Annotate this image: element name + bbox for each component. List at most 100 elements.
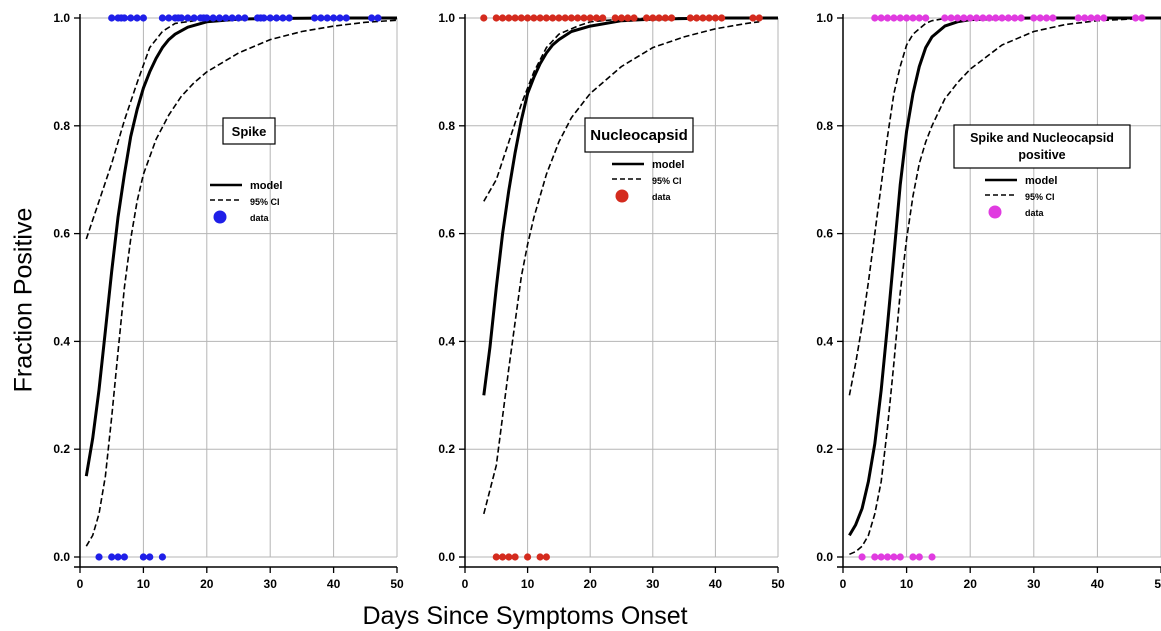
data-point-positive — [890, 14, 898, 22]
y-tick-label: 1.0 — [53, 11, 70, 25]
data-point-negative — [909, 553, 917, 561]
x-tick-label: 0 — [77, 577, 84, 591]
x-tick-label: 50 — [1154, 577, 1161, 591]
y-tick-label: 0.4 — [816, 334, 833, 348]
data-point-positive — [896, 14, 904, 22]
data-point-positive — [686, 14, 694, 22]
data-point-positive — [1093, 14, 1101, 22]
chart-panel-1: 0 10 20 30 40 50 0.0 0.2 0.4 0.6 0.8 1.0 Spike model 9… — [53, 11, 404, 591]
data-point-positive — [561, 14, 569, 22]
y-tick-label: 0.4 — [438, 334, 455, 348]
data-point-positive — [120, 14, 128, 22]
data-point-positive — [266, 14, 274, 22]
data-point-positive — [871, 14, 879, 22]
y-tick-label: 0.8 — [438, 119, 455, 133]
data-point-positive — [549, 14, 557, 22]
x-tick-label: 50 — [390, 577, 404, 591]
model-curve — [848, 16, 1161, 537]
legend-model-label: model — [1025, 175, 1057, 187]
data-point-positive — [655, 14, 663, 22]
data-point-positive — [649, 14, 657, 22]
data-point-positive — [317, 14, 325, 22]
data-point-positive — [133, 14, 141, 22]
y-tick-label: 0.0 — [438, 550, 455, 564]
data-point-negative — [492, 553, 500, 561]
data-point-negative — [871, 553, 879, 561]
y-axis-title: Fraction Positive — [9, 207, 38, 393]
data-point-positive — [1011, 14, 1019, 22]
data-point-positive — [330, 14, 338, 22]
data-point-positive — [165, 14, 173, 22]
data-point-positive — [755, 14, 763, 22]
legend-ci-label: 95% CI — [652, 176, 682, 186]
data-point-positive — [177, 14, 186, 22]
data-point-positive — [718, 14, 726, 22]
data-point-positive — [586, 14, 594, 22]
data-point-positive — [279, 14, 287, 22]
data-point-positive — [1100, 14, 1108, 22]
data-point-positive — [749, 14, 757, 22]
legend-model-label: model — [250, 180, 282, 192]
panel-title: Nucleocapsid — [590, 127, 688, 144]
data-point-positive — [960, 14, 968, 22]
data-point-positive — [877, 14, 885, 22]
data-point-positive — [941, 14, 949, 22]
model-curve — [84, 16, 397, 477]
panel-title-box — [584, 117, 694, 153]
data-point-positive — [498, 14, 507, 22]
data-point-positive — [642, 14, 651, 22]
legend-data-swatch — [615, 189, 629, 203]
data-point-positive — [915, 14, 923, 22]
data-point-positive — [480, 14, 488, 22]
data-point-positive — [1081, 14, 1089, 22]
chart-panel-3: 0 10 20 30 40 50 0.0 0.2 0.4 0.6 0.8 1.0 Spike and N… — [816, 11, 1161, 591]
data-point-positive — [979, 14, 987, 22]
data-point-negative — [146, 553, 154, 561]
x-tick-label: 30 — [1027, 577, 1041, 591]
x-tick-label: 10 — [137, 577, 151, 591]
data-point-negative — [877, 553, 885, 561]
legend-data-label: data — [1025, 208, 1045, 218]
panel-title-box — [953, 124, 1131, 169]
x-tick-label: 10 — [900, 577, 914, 591]
ci-lower-curve — [85, 19, 398, 547]
data-point-positive — [699, 14, 707, 22]
data-point-positive — [1138, 14, 1146, 22]
data-point-positive — [1036, 14, 1044, 22]
data-point-negative — [505, 553, 513, 561]
data-point-negative — [120, 553, 128, 561]
data-point-negative — [95, 553, 103, 561]
data-point-positive — [184, 14, 192, 22]
x-tick-label: 20 — [964, 577, 978, 591]
y-tick-label: 0.4 — [53, 334, 70, 348]
data-point-positive — [310, 14, 319, 22]
data-point-positive — [511, 14, 519, 22]
data-point-positive — [234, 14, 243, 22]
data-point-positive — [127, 14, 135, 22]
data-point-negative — [896, 553, 904, 561]
chart-panel-2: 0 10 20 30 40 50 0.0 0.2 0.4 0.6 0.8 1.0 Nucleocapsi… — [438, 11, 785, 591]
data-point-negative — [915, 553, 923, 561]
data-point-positive — [909, 14, 917, 22]
data-point-positive — [209, 14, 217, 22]
x-tick-label: 40 — [709, 577, 723, 591]
legend-ci-label: 95% CI — [250, 197, 280, 207]
data-point-positive — [260, 14, 268, 22]
data-point-positive — [555, 14, 563, 22]
data-point-positive — [705, 14, 713, 22]
data-point-positive — [336, 14, 344, 22]
data-point-positive — [517, 14, 525, 22]
data-point-positive — [228, 14, 236, 22]
data-point-positive — [542, 14, 550, 22]
x-tick-label: 20 — [584, 577, 598, 591]
data-point-negative — [108, 553, 116, 561]
y-tick-label: 1.0 — [816, 11, 833, 25]
data-point-positive — [567, 14, 576, 22]
data-point-positive — [953, 14, 962, 22]
x-tick-label: 0 — [462, 577, 469, 591]
data-point-positive — [323, 14, 331, 22]
data-point-negative — [890, 553, 898, 561]
data-point-positive — [108, 14, 116, 22]
data-point-positive — [630, 14, 638, 22]
y-tick-label: 1.0 — [438, 11, 455, 25]
